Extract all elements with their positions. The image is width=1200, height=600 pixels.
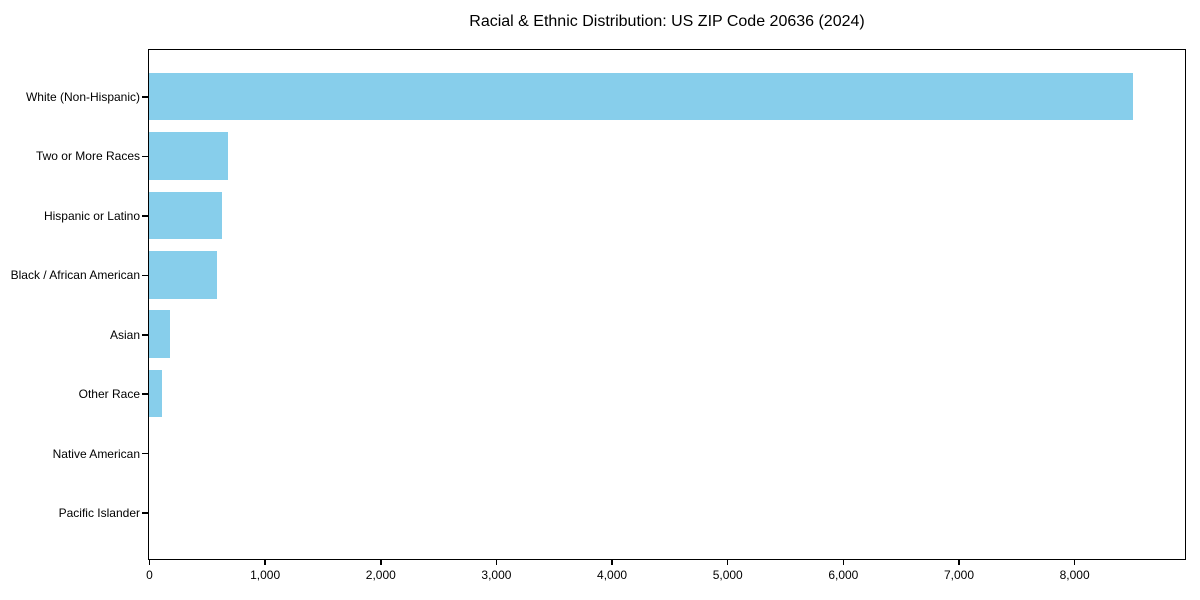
- chart-title: Racial & Ethnic Distribution: US ZIP Cod…: [469, 13, 865, 30]
- y-tick-label-other-race: Other Race: [78, 387, 140, 402]
- x-tick-label-2000: 2,000: [365, 568, 396, 582]
- bar-other-race: [149, 369, 162, 418]
- y-tick-label-two-or-more-races: Two or More Races: [35, 149, 140, 164]
- x-tick-mark: [1073, 560, 1076, 565]
- x-tick-label-5000: 5,000: [712, 568, 743, 582]
- y-tick-mark: [142, 512, 148, 514]
- y-tick-label-asian: Asian: [109, 327, 140, 342]
- y-tick-mark: [142, 96, 148, 98]
- x-tick-label-4000: 4,000: [597, 568, 628, 582]
- x-tick-mark: [958, 560, 960, 565]
- x-tick-mark: [380, 560, 382, 565]
- x-tick-mark: [264, 560, 266, 565]
- bar-white-non-hispanic: [149, 72, 1134, 121]
- y-tick-mark: [142, 274, 148, 277]
- y-tick-mark: [142, 452, 148, 455]
- y-tick-mark: [142, 155, 148, 158]
- bar-hispanic-or-latino: [149, 191, 222, 240]
- x-tick-label-3000: 3,000: [481, 568, 512, 582]
- plot-area: [148, 49, 1186, 560]
- x-tick-label-7000: 7,000: [943, 568, 974, 582]
- x-tick-mark: [495, 560, 498, 565]
- x-tick-label-6000: 6,000: [828, 568, 859, 582]
- x-tick-label-8000: 8,000: [1059, 568, 1090, 582]
- x-tick-mark: [148, 560, 151, 565]
- x-tick-mark: [611, 560, 613, 565]
- y-tick-label-hispanic-or-latino: Hispanic or Latino: [43, 208, 140, 223]
- bar-asian: [149, 310, 170, 359]
- y-tick-label-black-african-american: Black / African American: [10, 268, 140, 283]
- y-tick-label-white-non-hispanic: White (Non-Hispanic): [25, 90, 140, 104]
- bar-two-or-more-races: [149, 132, 228, 180]
- bar-black-african-american: [149, 251, 217, 299]
- y-tick-mark: [142, 215, 148, 217]
- x-tick-mark: [842, 560, 845, 565]
- y-tick-label-pacific-islander: Pacific Islander: [58, 506, 140, 521]
- x-tick-label-1000: 1,000: [250, 568, 281, 582]
- y-tick-mark: [142, 334, 148, 336]
- y-tick-label-native-american: Native American: [52, 446, 140, 461]
- y-tick-mark: [142, 393, 148, 395]
- x-tick-label-0: 0: [146, 568, 153, 582]
- x-tick-mark: [726, 560, 729, 565]
